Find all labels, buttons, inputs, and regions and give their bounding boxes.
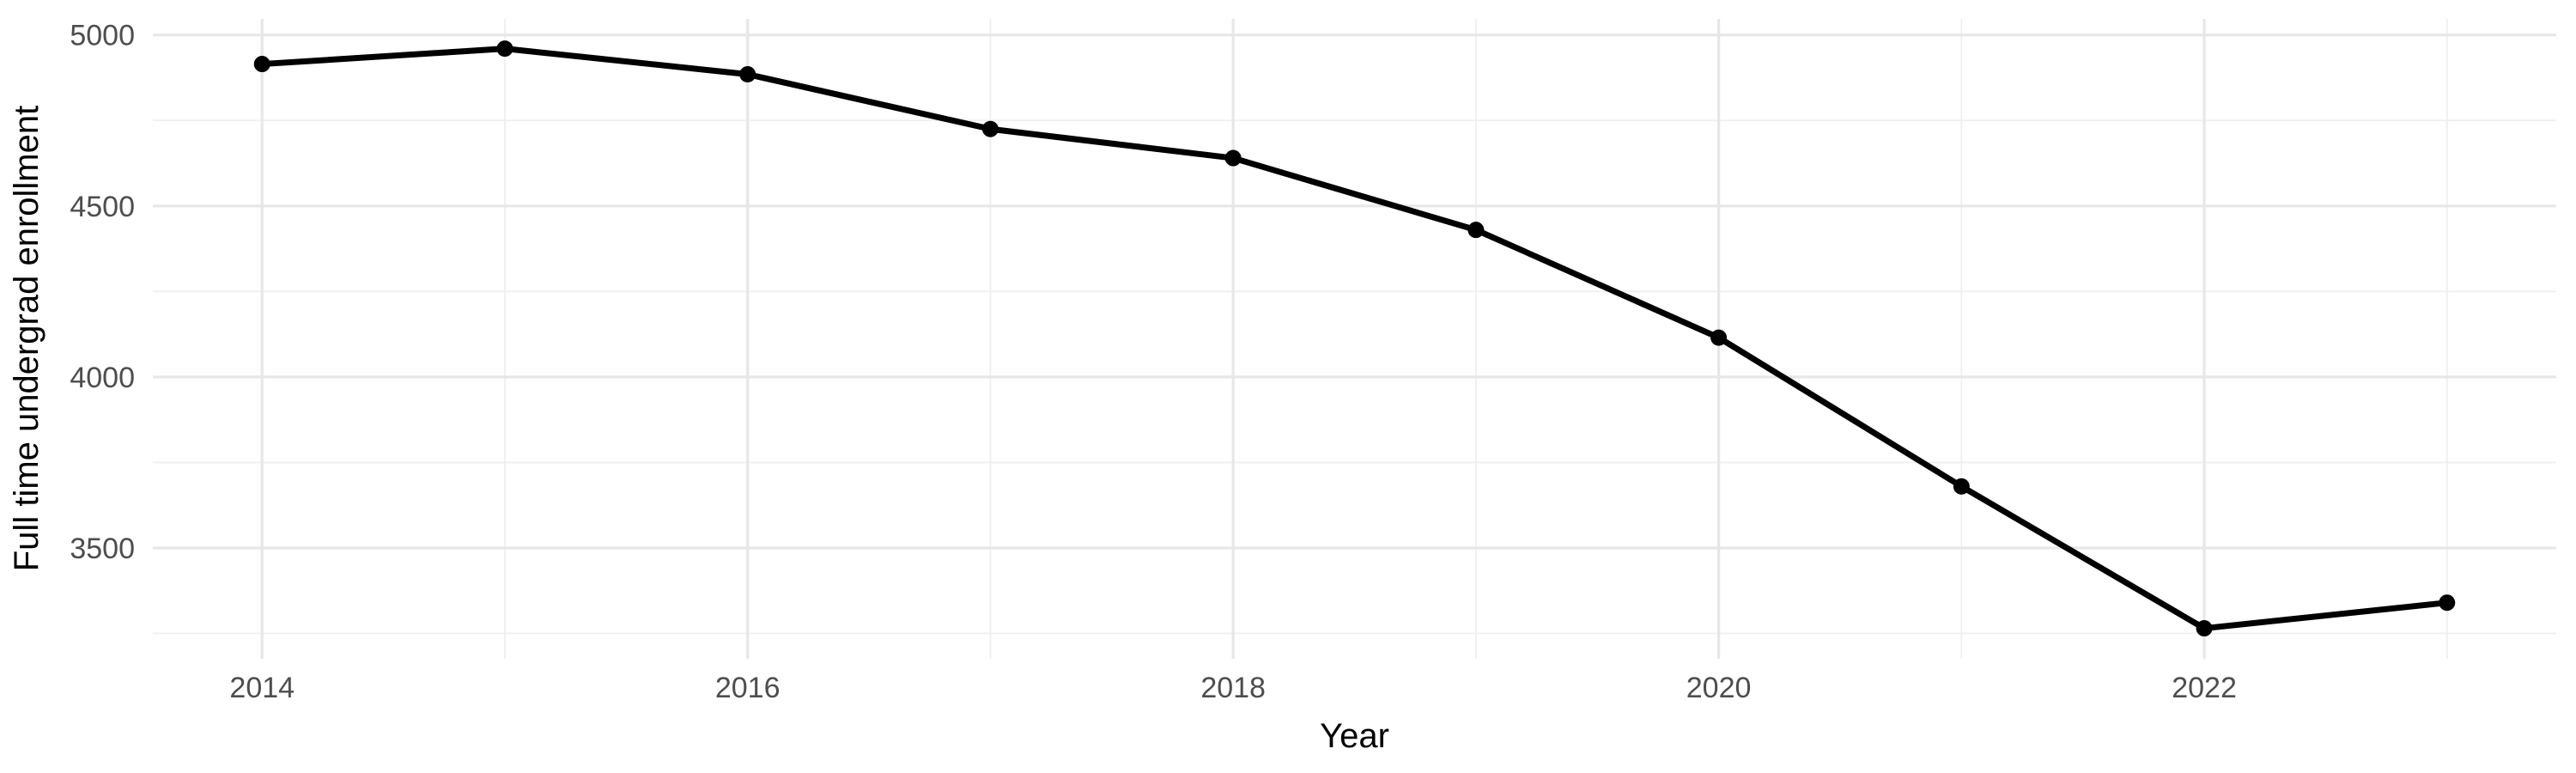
y-tick-label: 5000 — [70, 20, 135, 52]
data-point — [981, 120, 999, 137]
data-point — [739, 66, 756, 83]
x-axis-title: Year — [1320, 717, 1389, 755]
data-point — [2196, 620, 2213, 637]
y-tick-label: 3500 — [70, 533, 135, 565]
data-point — [1710, 329, 1728, 346]
x-tick-label: 2020 — [1686, 672, 1752, 704]
x-tick-label: 2014 — [229, 672, 295, 704]
x-tick-label: 2022 — [2172, 672, 2237, 704]
y-axis-title: Full time undergrad enrollment — [8, 105, 46, 572]
data-point — [1224, 149, 1242, 167]
data-point — [253, 56, 270, 73]
data-point — [1467, 222, 1485, 239]
y-tick-label: 4500 — [70, 191, 135, 223]
data-point — [496, 40, 513, 58]
x-tick-label: 2018 — [1200, 672, 1266, 704]
x-tick-label: 2016 — [715, 672, 781, 704]
data-point — [2439, 594, 2456, 612]
data-point — [1953, 478, 1970, 495]
enrollment-line — [262, 46, 2448, 632]
y-tick-label: 4000 — [70, 362, 135, 394]
